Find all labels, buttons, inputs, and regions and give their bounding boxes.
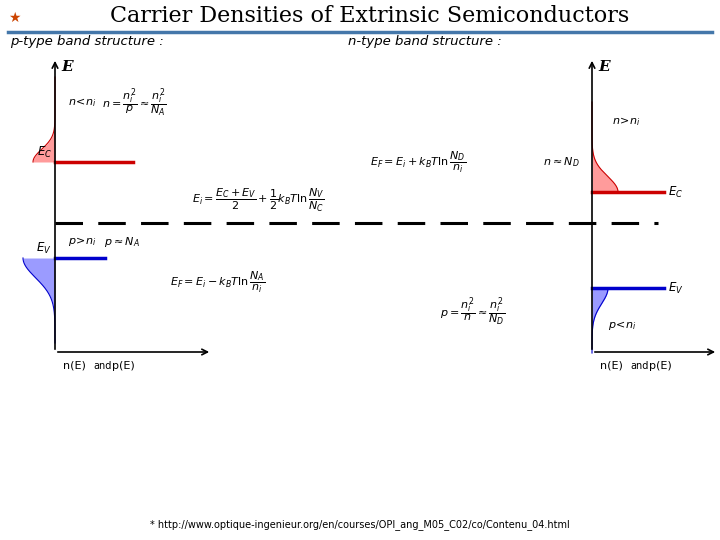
Text: * http://www.optique-ingenieur.org/en/courses/OPI_ang_M05_C02/co/Contenu_04.html: * http://www.optique-ingenieur.org/en/co… (150, 519, 570, 530)
Text: $E_V$: $E_V$ (37, 241, 52, 256)
Text: $n\!>\!n_i$: $n\!>\!n_i$ (612, 116, 640, 129)
Text: n(E): n(E) (63, 361, 86, 371)
Text: $p=\dfrac{n_i^2}{n}\approx\dfrac{n_i^2}{N_D}$: $p=\dfrac{n_i^2}{n}\approx\dfrac{n_i^2}{… (440, 295, 505, 328)
Text: p-type band structure :: p-type band structure : (10, 35, 163, 48)
Text: n-type band structure :: n-type band structure : (348, 35, 502, 48)
Text: $E_C$: $E_C$ (668, 185, 683, 200)
Text: $n\approx N_D$: $n\approx N_D$ (543, 155, 580, 169)
Text: $E_F=E_i+k_BT\ln\dfrac{N_D}{n_i}$: $E_F=E_i+k_BT\ln\dfrac{N_D}{n_i}$ (370, 150, 466, 174)
Text: $E_C$: $E_C$ (37, 145, 52, 160)
Text: and: and (93, 361, 112, 371)
Text: n(E): n(E) (600, 361, 623, 371)
Text: ★: ★ (8, 11, 20, 25)
Text: and: and (630, 361, 649, 371)
Text: p(E): p(E) (112, 361, 135, 371)
Text: $E_i=\dfrac{E_C+E_V}{2}+\dfrac{1}{2}k_BT\ln\dfrac{N_V}{N_C}$: $E_i=\dfrac{E_C+E_V}{2}+\dfrac{1}{2}k_BT… (192, 186, 325, 213)
Text: Carrier Densities of Extrinsic Semiconductors: Carrier Densities of Extrinsic Semicondu… (110, 5, 629, 27)
Text: $n\!<\!n_i$: $n\!<\!n_i$ (68, 97, 96, 110)
Text: $E_V$: $E_V$ (668, 280, 683, 295)
Text: E: E (598, 60, 610, 74)
Text: E: E (61, 60, 73, 74)
Text: $E_F=E_i-k_BT\ln\dfrac{N_A}{n_i}$: $E_F=E_i-k_BT\ln\dfrac{N_A}{n_i}$ (170, 269, 266, 294)
Text: $p\approx N_A$: $p\approx N_A$ (104, 235, 140, 249)
Text: p(E): p(E) (649, 361, 672, 371)
Text: $p\!<\!n_i$: $p\!<\!n_i$ (608, 319, 636, 332)
Text: $p\!>\!n_i$: $p\!>\!n_i$ (68, 235, 96, 248)
Text: $n=\dfrac{n_i^2}{p}\approx\dfrac{n_i^2}{N_A}$: $n=\dfrac{n_i^2}{p}\approx\dfrac{n_i^2}{… (102, 86, 166, 119)
